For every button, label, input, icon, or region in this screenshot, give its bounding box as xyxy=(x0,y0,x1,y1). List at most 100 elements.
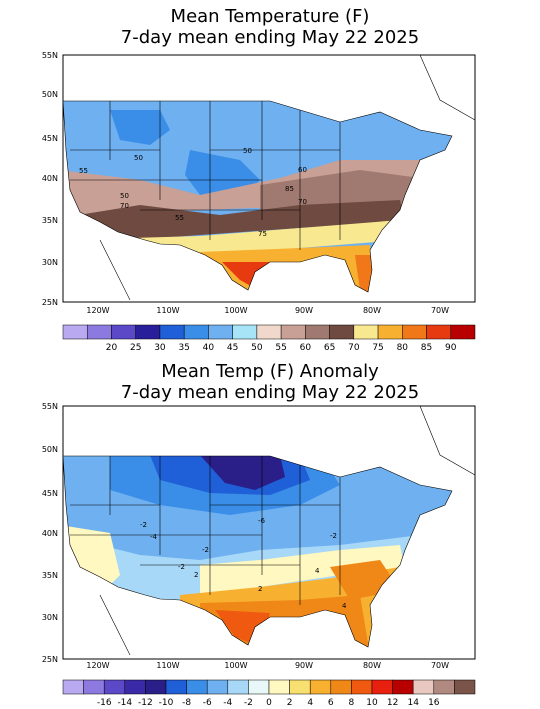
colorbar-swatch xyxy=(433,679,455,695)
colorbar-tick-label: 80 xyxy=(397,343,409,353)
colorbar-swatch xyxy=(329,324,355,340)
colorbar-swatch xyxy=(402,324,427,340)
colorbar-tick-label: 35 xyxy=(178,343,189,353)
colorbar-tick-label: 90 xyxy=(445,343,457,353)
anomaly-map: 55N 50N 45N 40N 35N 30N 25N 120W 110W 10… xyxy=(42,402,476,708)
lat-label: 45N xyxy=(42,489,58,498)
lon-label: 110W xyxy=(156,306,179,315)
anomaly-colorbar: -16 -14 -12 -10 -8 -6 -4 -2 0 2 4 6 8 10 12 14 16 xyxy=(62,679,476,708)
colorbar-tick-label: 50 xyxy=(251,343,263,353)
colorbar-tick-label: 70 xyxy=(348,343,360,353)
lon-axis-labels: 120W 110W 100W 90W 80W 70W xyxy=(86,306,449,315)
lon-label: 120W xyxy=(86,661,109,670)
colorbar-swatch xyxy=(186,679,208,695)
colorbar-swatch xyxy=(426,324,452,340)
lon-label: 90W xyxy=(295,661,313,670)
lon-label: 70W xyxy=(431,306,449,315)
lon-label: 100W xyxy=(224,306,247,315)
temperature-map: 55N 50N 45N 40N 35N 30N 25N 120W 110W 10… xyxy=(42,51,476,353)
panel2-title: Mean Temp (F) Anomaly 7-day mean ending … xyxy=(0,361,540,403)
contour-label: 55 xyxy=(175,214,184,222)
contour-label: 4 xyxy=(315,567,320,575)
contour-labels: -2 -4 -6 -2 -2 2 4 4 2 -2 xyxy=(140,517,347,610)
contour-label: -6 xyxy=(258,517,266,525)
colorbar-swatch xyxy=(145,679,167,695)
lon-label: 80W xyxy=(363,661,381,670)
colorbar-swatch xyxy=(353,324,379,340)
colorbar-tick-label: -4 xyxy=(223,698,232,708)
colorbar-swatch xyxy=(124,679,146,695)
panel1-title-line1: Mean Temperature (F) xyxy=(170,6,370,27)
colorbar-tick-label: 85 xyxy=(421,343,432,353)
contour-label: 75 xyxy=(258,230,267,238)
colorbar-tick-label: 2 xyxy=(287,698,293,708)
colorbar-swatch xyxy=(86,324,112,340)
lat-label: 30N xyxy=(42,258,58,267)
colorbar-tick-label: 6 xyxy=(328,698,334,708)
contour-label: -4 xyxy=(150,533,158,541)
colorbar-swatch xyxy=(183,324,209,340)
lat-label: 50N xyxy=(42,445,58,454)
colorbar-swatch xyxy=(208,324,233,340)
panel1-title: Mean Temperature (F) 7-day mean ending M… xyxy=(0,6,540,48)
contour-label: 50 xyxy=(134,154,143,162)
lat-label: 30N xyxy=(42,613,58,622)
colorbar-swatch xyxy=(227,679,249,695)
colorbar-swatch xyxy=(248,679,270,695)
colorbar-swatch xyxy=(371,679,393,695)
colorbar-tick-label: -14 xyxy=(117,698,132,708)
lon-label: 110W xyxy=(156,661,179,670)
colorbar-tick-label: 8 xyxy=(349,698,355,708)
lon-label: 90W xyxy=(295,306,313,315)
lat-label: 55N xyxy=(42,402,58,411)
colorbar-tick-label: 0 xyxy=(266,698,272,708)
colorbar-tick-label: -10 xyxy=(159,698,174,708)
lat-label: 55N xyxy=(42,51,58,60)
contour-label: 2 xyxy=(258,585,262,593)
colorbar-tick-label: 16 xyxy=(428,698,440,708)
colorbar-swatch xyxy=(135,324,161,340)
lon-label: 70W xyxy=(431,661,449,670)
temperature-colorbar: 20 25 30 35 40 45 50 55 60 65 70 75 80 85 90 xyxy=(62,324,476,353)
colorbar-swatch xyxy=(62,324,88,340)
colorbar-swatch xyxy=(450,324,476,340)
panel2-title-line2: 7-day mean ending May 22 2025 xyxy=(120,382,420,403)
colorbar-swatch xyxy=(280,324,306,340)
contour-label: 85 xyxy=(285,185,294,193)
contour-label: 2 xyxy=(194,571,198,579)
contour-label: 50 xyxy=(243,147,252,155)
contour-label: -2 xyxy=(140,521,147,529)
contour-label: 60 xyxy=(298,166,307,174)
panel2-title-line1: Mean Temp (F) Anomaly xyxy=(161,361,379,382)
colorbar-swatch xyxy=(392,679,414,695)
colorbar-swatch xyxy=(111,324,136,340)
contour-label: 70 xyxy=(298,198,307,206)
colorbar-tick-label: 12 xyxy=(387,698,398,708)
lon-label: 80W xyxy=(363,306,381,315)
colorbar-swatch xyxy=(159,324,185,340)
contour-labels: 50 50 55 50 60 85 70 75 70 55 xyxy=(79,147,307,238)
colorbar-swatch xyxy=(62,679,84,695)
colorbar-tick-label: -12 xyxy=(138,698,153,708)
colorbar-swatch xyxy=(330,679,352,695)
colorbar-tick-label: 40 xyxy=(203,343,215,353)
colorbar-swatch xyxy=(83,679,105,695)
lon-axis-labels: 120W 110W 100W 90W 80W 70W xyxy=(86,661,449,670)
colorbar-tick-label: 14 xyxy=(407,698,419,708)
colorbar-swatch xyxy=(268,679,290,695)
contour-label: -2 xyxy=(330,532,337,540)
lat-axis-labels: 55N 50N 45N 40N 35N 30N 25N xyxy=(42,402,58,664)
colorbar-tick-label: 30 xyxy=(154,343,166,353)
colorbar-tick-label: -2 xyxy=(244,698,253,708)
colorbar-swatch xyxy=(256,324,282,340)
colorbar-swatch xyxy=(412,679,435,695)
colorbar-tick-label: 10 xyxy=(366,698,378,708)
lat-label: 25N xyxy=(42,298,58,307)
colorbar-swatch xyxy=(206,679,229,695)
colorbar-swatch xyxy=(377,324,403,340)
contour-label: -2 xyxy=(178,563,185,571)
colorbar-tick-label: 60 xyxy=(300,343,312,353)
colorbar-swatch xyxy=(165,679,187,695)
colorbar-swatch xyxy=(305,324,330,340)
contour-label: 50 xyxy=(120,192,129,200)
